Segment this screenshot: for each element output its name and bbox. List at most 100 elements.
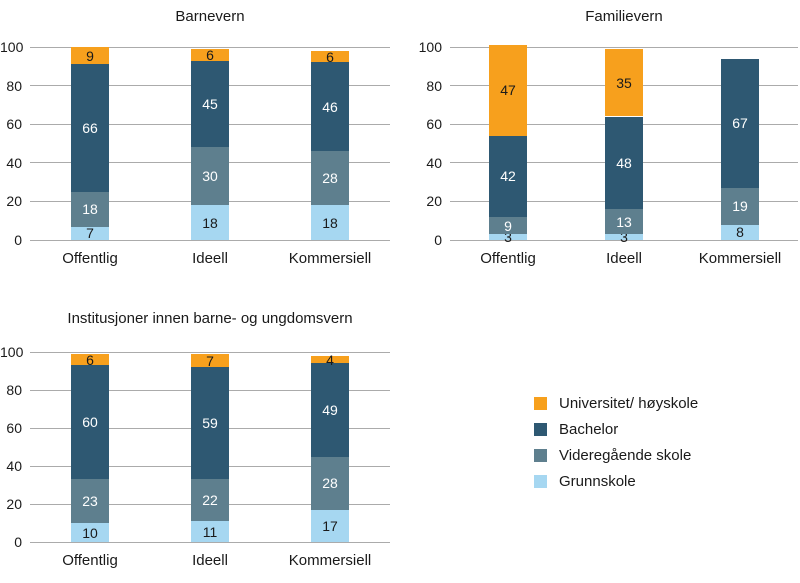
plot-area: 3 9 42 47 3 13 48 35 8 19 67 (450, 45, 798, 244)
bar-segment: 6 (311, 50, 349, 64)
bar-segment: 47 (489, 45, 527, 136)
legend-swatch-orange (534, 396, 547, 410)
bar-segment-label: 18 (82, 201, 98, 218)
bar-segment: 18 (311, 205, 349, 240)
bar-segment: 35 (605, 48, 643, 117)
x-axis-category-label: Kommersiell (288, 552, 372, 569)
bar-segment: 10 (71, 523, 109, 542)
bar-segment-label: 42 (500, 168, 516, 185)
bar-segment-label: 6 (86, 351, 94, 368)
bar-segment: 45 (191, 60, 229, 148)
y-axis-tick-label: 20 (426, 193, 442, 210)
bar-segment-label: 67 (732, 115, 748, 132)
legend-label: Grunnskole (559, 472, 636, 490)
bar-segment: 23 (71, 479, 109, 523)
bar-segment-label: 7 (86, 225, 94, 242)
x-axis-category-label: Ideell (192, 552, 228, 569)
plot-area: 7 18 66 9 18 30 45 6 18 28 46 6 (30, 46, 390, 242)
bar-segment: 67 (721, 58, 759, 188)
gridline-100 (30, 351, 390, 353)
legend-swatch-light_blue (534, 474, 547, 488)
bar-segment-label: 30 (202, 168, 218, 185)
bar-segment: 42 (489, 135, 527, 217)
y-axis-tick-label: 80 (6, 382, 22, 398)
chart-institusjoner: Institusjoner innen barne- og ungdomsver… (0, 300, 420, 583)
gridline-0 (30, 239, 390, 241)
y-axis-tick-label: 40 (6, 458, 22, 474)
bar-segment: 6 (191, 46, 229, 63)
bar-segment: 59 (191, 367, 229, 480)
bar-segment: 66 (71, 64, 109, 192)
y-axis-tick-label: 0 (434, 232, 442, 248)
bar-segment-label: 49 (322, 401, 338, 418)
bar-segment: 7 (71, 225, 109, 242)
bar-segment-label: 66 (82, 120, 98, 137)
legend-label: Universitet/ høyskole (559, 394, 699, 412)
y-axis-tick-label: 60 (6, 420, 22, 436)
bar-segment-label: 10 (82, 524, 98, 541)
x-axis-category-label: Offentlig (480, 250, 536, 267)
y-axis-tick-label: 80 (6, 77, 22, 94)
bar-segment-label: 19 (732, 198, 748, 215)
bar-segment-label: 35 (616, 74, 632, 91)
legend: Universitet/ høyskole Bachelor Videregåend… (534, 390, 698, 494)
bar-segment-label: 3 (504, 229, 512, 246)
bar-segment: 46 (311, 62, 349, 152)
bar-segment-label: 13 (616, 213, 632, 230)
bar-segment-label: 8 (736, 224, 744, 241)
bar-segment-label: 6 (206, 46, 214, 63)
bar-segment: 7 (191, 354, 229, 368)
bar-segment-label: 11 (202, 523, 218, 540)
gridline-100 (450, 46, 798, 48)
y-axis-tick-label: 0 (14, 534, 22, 550)
bar-segment-label: 18 (202, 214, 218, 231)
x-axis-category-label: Offentlig (62, 552, 118, 569)
bar-segment: 9 (71, 47, 109, 65)
bar-segment-label: 4 (326, 351, 334, 368)
gridline-0 (450, 239, 798, 241)
legend-item: Videregående skole (534, 442, 698, 468)
bar-segment: 19 (721, 187, 759, 225)
y-axis-tick-label: 20 (6, 496, 22, 512)
y-axis-tick-label: 100 (0, 344, 24, 360)
bar-segment: 4 (311, 351, 349, 368)
legend-swatch-dark_blue (534, 422, 547, 436)
y-axis-tick-label: 20 (6, 193, 22, 210)
bar-segment: 3 (489, 230, 527, 244)
bar-segment: 18 (71, 191, 109, 227)
bar-segment: 17 (311, 509, 349, 542)
bar-segment-label: 28 (322, 170, 338, 187)
bar-segment-label: 28 (322, 475, 338, 492)
y-axis-tick-label: 40 (6, 154, 22, 171)
plot-area: 10 23 60 6 11 22 59 7 17 28 49 4 (30, 351, 390, 543)
bar-segment: 22 (191, 479, 229, 522)
bar-segment: 6 (71, 351, 109, 368)
gridline-0 (30, 541, 390, 543)
bar-segment: 28 (311, 151, 349, 206)
bar-segment: 30 (191, 147, 229, 206)
bar-segment-label: 47 (500, 82, 516, 99)
legend-item: Grunnskole (534, 468, 698, 494)
gridline-100 (30, 46, 390, 48)
x-axis-category-label: Offentlig (62, 250, 118, 267)
bar-segment-label: 45 (202, 95, 218, 112)
bar-segment-label: 9 (86, 47, 94, 64)
bar-segment: 9 (489, 216, 527, 235)
y-axis-tick-label: 60 (6, 116, 22, 133)
bar-segment: 48 (605, 116, 643, 210)
bar-segment-label: 3 (620, 229, 628, 246)
y-axis-tick-label: 100 (418, 39, 442, 55)
legend-label: Videregående skole (559, 446, 692, 464)
chart-familievern: Familievern 3 9 42 47 3 13 48 35 8 19 67 0 20 40 60 80 10… (400, 0, 800, 290)
bar-segment: 8 (721, 224, 759, 241)
bar-segment-label: 22 (202, 492, 218, 509)
bar-segment-label: 9 (504, 217, 512, 234)
y-axis-tick-label: 40 (426, 154, 442, 171)
legend-item: Bachelor (534, 416, 698, 442)
bar-segment: 11 (191, 521, 229, 542)
chart-barnevern: Barnevern 7 18 66 9 18 30 45 6 18 28 46 6 0 20 40 60 80 10… (0, 0, 400, 290)
bar-segment-label: 23 (82, 493, 98, 510)
bar-segment: 49 (311, 363, 349, 457)
y-axis-tick-label: 100 (0, 39, 24, 55)
y-axis-tick-label: 80 (426, 77, 442, 94)
